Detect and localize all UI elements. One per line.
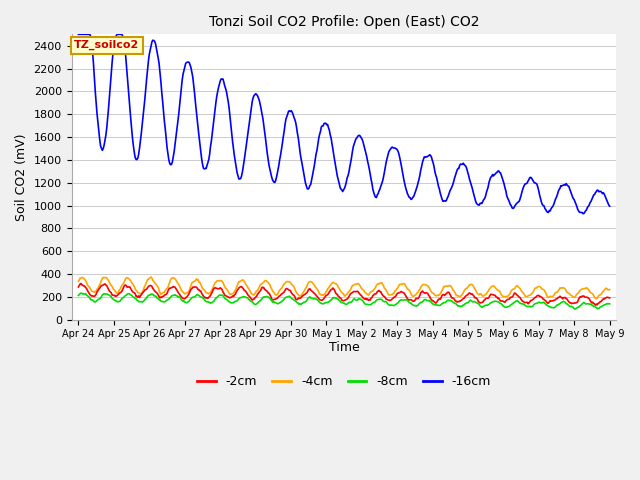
X-axis label: Time: Time [328, 341, 360, 354]
Title: Tonzi Soil CO2 Profile: Open (East) CO2: Tonzi Soil CO2 Profile: Open (East) CO2 [209, 15, 479, 29]
Y-axis label: Soil CO2 (mV): Soil CO2 (mV) [15, 133, 28, 221]
Text: TZ_soilco2: TZ_soilco2 [74, 40, 140, 50]
Legend: -2cm, -4cm, -8cm, -16cm: -2cm, -4cm, -8cm, -16cm [192, 371, 496, 394]
